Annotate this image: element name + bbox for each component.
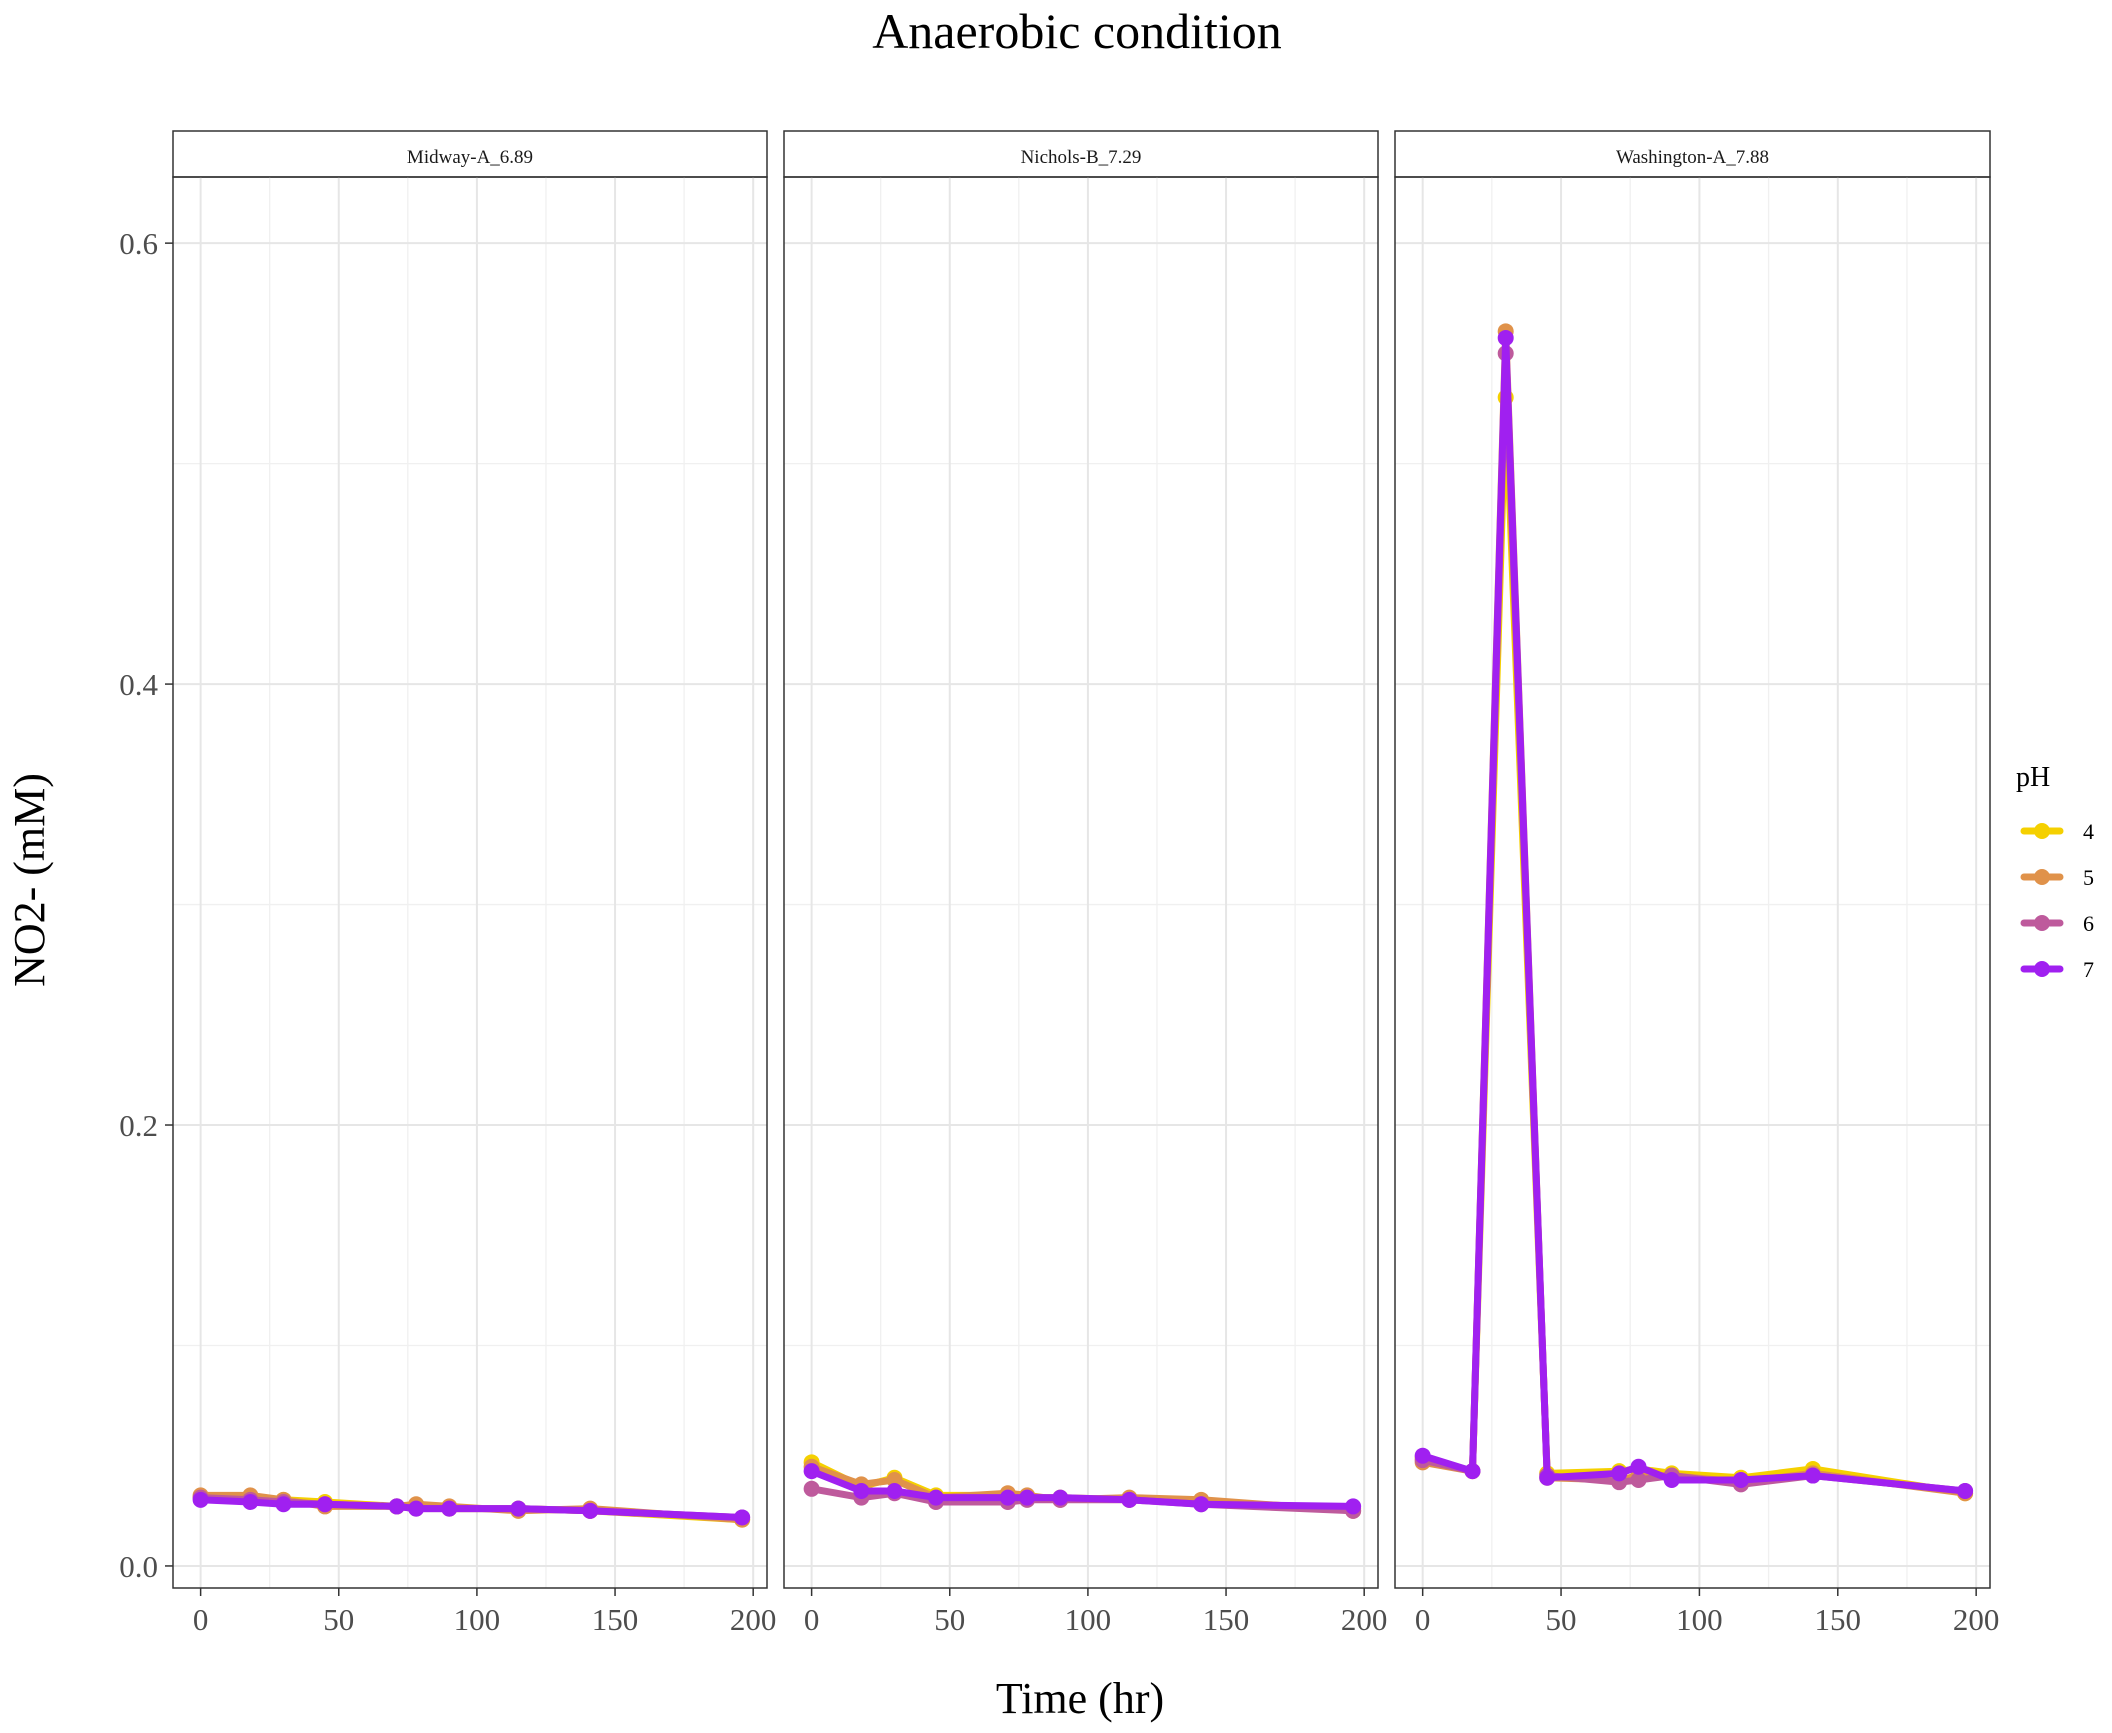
legend-key-point (2034, 961, 2050, 977)
x-tick-label: 100 (454, 1602, 501, 1637)
panel-strip-label: Nichols-B_7.29 (1021, 147, 1142, 168)
data-point (853, 1482, 870, 1499)
data-point (1630, 1458, 1647, 1475)
panel-strip (172, 130, 768, 178)
data-point (927, 1489, 944, 1506)
legend-label: 7 (2083, 957, 2094, 982)
data-point (1804, 1467, 1821, 1484)
chart-title: Anaerobic condition (872, 3, 1282, 59)
x-tick-label: 100 (1065, 1602, 1112, 1637)
data-point (999, 1489, 1016, 1506)
x-tick-label: 50 (323, 1602, 354, 1637)
legend-label: 6 (2083, 911, 2094, 936)
panel-3: Washington-A_7.88 0 50 100 150 200 (1394, 130, 2000, 1637)
data-point (582, 1502, 599, 1519)
series-line (808, 1467, 1357, 1510)
data-point (1497, 329, 1514, 346)
panel-strip-label: Washington-A_7.88 (1616, 147, 1769, 168)
legend-title: pH (2016, 762, 2050, 793)
y-tick-label: 0.6 (119, 226, 158, 261)
legend-item-ph-7: 7 (2020, 957, 2094, 982)
data-point (275, 1496, 292, 1513)
panel-border (1394, 176, 1991, 1589)
x-tick-label: 200 (1953, 1602, 2000, 1637)
series-line (197, 1496, 746, 1521)
data-point (1464, 1463, 1481, 1480)
x-axis-label: Time (hr) (996, 1674, 1164, 1723)
data-point (1663, 1471, 1680, 1488)
legend: pH 4 5 6 7 (2016, 762, 2094, 982)
panel-grid (173, 177, 767, 1588)
data-point (886, 1482, 903, 1499)
data-point (242, 1494, 259, 1511)
data-point (192, 1491, 209, 1508)
panel-strip (1394, 130, 1991, 178)
panel-border (783, 176, 1379, 1589)
data-point (1630, 1471, 1647, 1488)
y-tick-label: 0.2 (119, 1108, 158, 1143)
data-point (1121, 1491, 1138, 1508)
x-tick-label: 0 (804, 1602, 820, 1637)
legend-label: 4 (2083, 819, 2094, 844)
data-point (1611, 1465, 1628, 1482)
legend-key-point (2034, 823, 2050, 839)
y-tick-label: 0.4 (119, 667, 158, 702)
data-point (441, 1500, 458, 1517)
panel-1: Midway-A_6.89 0 50 100 150 200 0.0 0.2 0.4 0.6 (119, 130, 777, 1637)
y-axis-label: NO2- (mM) (5, 773, 54, 987)
x-tick-label: 100 (1676, 1602, 1723, 1637)
x-tick-label: 0 (193, 1602, 209, 1637)
data-point (1193, 1496, 1210, 1513)
series-ph-7 (803, 1463, 1362, 1515)
panel-strip-label: Midway-A_6.89 (407, 147, 533, 168)
y-tick-label: 0.0 (119, 1549, 158, 1584)
x-tick-label: 150 (1203, 1602, 1250, 1637)
series-line (1419, 334, 1969, 1495)
legend-label: 5 (2083, 865, 2094, 890)
x-tick-label: 50 (1546, 1602, 1577, 1637)
data-point (1019, 1489, 1036, 1506)
panel-grid (784, 177, 1378, 1588)
x-tick-label: 150 (592, 1602, 639, 1637)
legend-key-point (2034, 915, 2050, 931)
panel-strip (783, 130, 1379, 178)
data-point (1957, 1482, 1974, 1499)
x-tick-label: 150 (1815, 1602, 1862, 1637)
data-point (734, 1509, 751, 1526)
x-tick-label: 200 (730, 1602, 777, 1637)
data-point (1732, 1471, 1749, 1488)
panels-layer: Midway-A_6.89 0 50 100 150 200 0.0 0.2 0.4 0.6 Nic… (119, 130, 2000, 1637)
data-point (510, 1500, 527, 1517)
data-point (408, 1500, 425, 1517)
legend-item-ph-6: 6 (2020, 911, 2094, 936)
series-ph-7 (1414, 329, 1974, 1499)
series-ph-7 (192, 1491, 751, 1526)
data-point (803, 1480, 820, 1497)
x-tick-label: 200 (1341, 1602, 1388, 1637)
data-point (1052, 1489, 1069, 1506)
panel-2: Nichols-B_7.29 0 50 100 150 200 (783, 130, 1388, 1637)
data-point (1414, 1447, 1431, 1464)
x-tick-label: 50 (934, 1602, 965, 1637)
panel-border (172, 176, 768, 1589)
data-point (886, 1471, 903, 1488)
data-point (1345, 1498, 1362, 1515)
legend-key-point (2034, 869, 2050, 885)
data-point (1539, 1469, 1556, 1486)
x-tick-label: 0 (1415, 1602, 1431, 1637)
legend-item-ph-4: 4 (2020, 819, 2094, 844)
legend-items: 4 5 6 7 (2020, 819, 2094, 982)
legend-item-ph-5: 5 (2020, 865, 2094, 890)
data-point (803, 1463, 820, 1480)
data-point (316, 1496, 333, 1513)
data-point (388, 1498, 405, 1515)
